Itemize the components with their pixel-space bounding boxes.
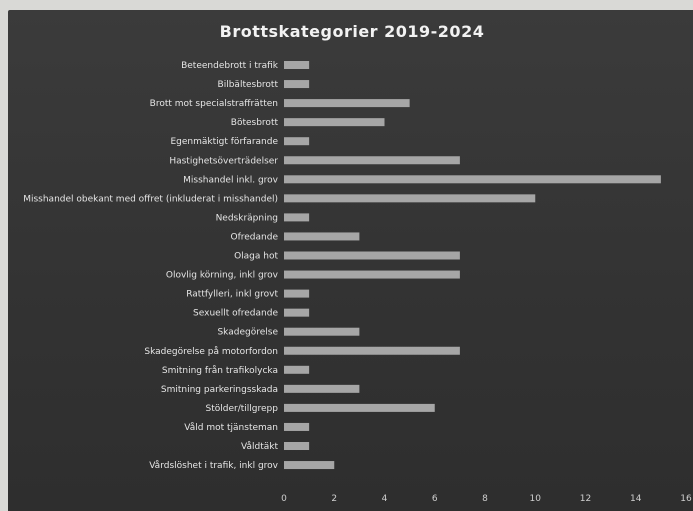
- category-labels: Beteendebrott i trafik Bilbältesbrott Brot…: [23, 61, 279, 471]
- bar: [284, 461, 335, 470]
- x-tick-label: 4: [382, 494, 388, 504]
- x-axis-ticks: 0 2 4 6 8 10 12 14 16: [281, 494, 692, 504]
- bar: [284, 213, 310, 222]
- bars-group: [284, 61, 661, 470]
- category-label: Bilbältesbrott: [218, 80, 279, 90]
- x-tick-label: 0: [281, 494, 287, 504]
- bar: [284, 270, 460, 279]
- bar: [284, 365, 310, 374]
- bar: [284, 403, 435, 412]
- bar: [284, 80, 310, 89]
- category-label: Misshandel inkl. grov: [183, 175, 279, 185]
- bar: [284, 194, 536, 203]
- category-label: Bötesbrott: [231, 118, 279, 128]
- x-tick-label: 14: [630, 494, 642, 504]
- bar: [284, 175, 661, 184]
- category-label: Våldtäkt: [241, 441, 278, 452]
- category-label: Hastighetsöverträdelser: [169, 156, 278, 166]
- bar: [284, 384, 360, 393]
- category-label: Beteendebrott i trafik: [181, 61, 279, 71]
- category-label: Sexuellt ofredande: [193, 309, 278, 319]
- category-label: Misshandel obekant med offret (inkludera…: [23, 194, 278, 204]
- bar: [284, 422, 310, 431]
- bar: [284, 118, 385, 127]
- x-tick-label: 10: [530, 494, 542, 504]
- bar: [284, 327, 360, 336]
- category-label: Skadegörelse: [217, 328, 278, 338]
- x-tick-label: 16: [680, 494, 692, 504]
- chart-panel: Brottskategorier 2019-2024 Beteendebrott…: [8, 10, 693, 511]
- bar: [284, 289, 310, 298]
- bar-chart: Brottskategorier 2019-2024 Beteendebrott…: [23, 22, 692, 504]
- category-label: Nedskräpning: [216, 213, 278, 223]
- bar: [284, 251, 460, 260]
- bar: [284, 308, 310, 317]
- category-label: Stölder/tillgrepp: [206, 404, 279, 414]
- bar: [284, 442, 310, 450]
- x-tick-label: 8: [482, 494, 488, 504]
- bar: [284, 156, 460, 165]
- chart-title: Brottskategorier 2019-2024: [220, 22, 485, 41]
- bar: [284, 346, 460, 355]
- category-label: Smitning parkeringsskada: [161, 385, 278, 395]
- bar: [284, 99, 410, 108]
- bar: [284, 232, 360, 241]
- category-label: Rattfylleri, inkl grovt: [186, 290, 278, 300]
- category-label: Vårdslöshet i trafik, inkl grov: [149, 460, 278, 471]
- category-label: Brott mot specialstraffrätten: [150, 99, 278, 109]
- category-label: Olovlig körning, inkl grov: [166, 271, 279, 281]
- category-label: Egenmäktigt förfarande: [171, 137, 279, 147]
- category-label: Smitning från trafikolycka: [162, 365, 278, 376]
- x-tick-label: 6: [432, 494, 438, 504]
- category-label: Olaga hot: [234, 252, 278, 262]
- x-tick-label: 2: [331, 494, 337, 504]
- bar: [284, 137, 310, 146]
- x-tick-label: 12: [580, 494, 591, 504]
- bar: [284, 61, 310, 69]
- category-label: Ofredande: [231, 232, 279, 242]
- category-label: Skadegörelse på motorfordon: [144, 346, 278, 357]
- category-label: Våld mot tjänsteman: [184, 422, 278, 433]
